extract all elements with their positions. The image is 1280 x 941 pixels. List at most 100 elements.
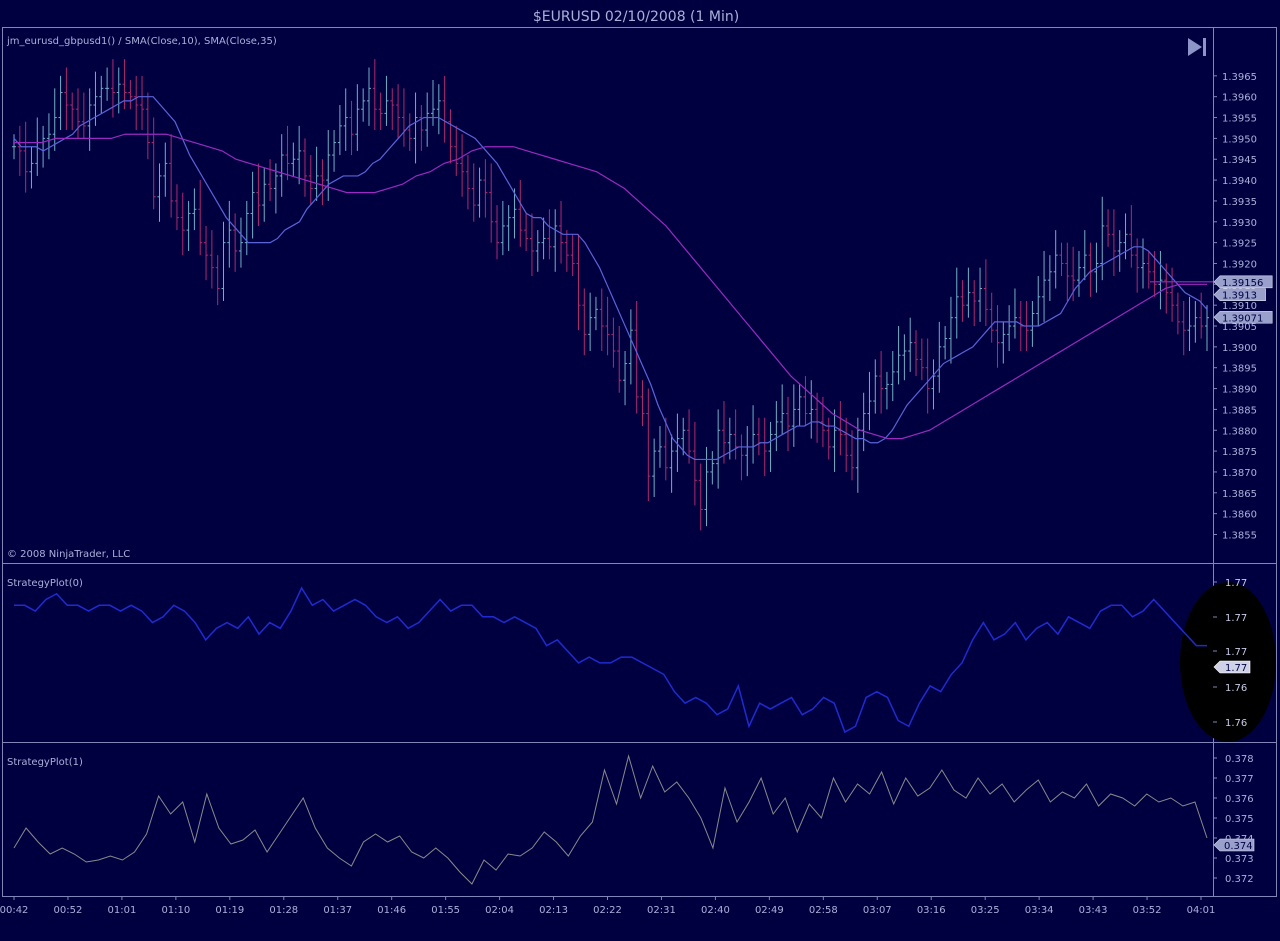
ohlc-bar — [576, 234, 581, 331]
ohlc-bar — [512, 188, 517, 239]
x-axis-label: 02:31 — [647, 905, 676, 916]
ohlc-bar — [169, 134, 174, 218]
ohlc-bar — [1047, 255, 1052, 301]
ohlc-bar — [675, 413, 680, 472]
ohlc-bar — [204, 225, 209, 281]
ohlc-bar — [332, 130, 337, 172]
ohlc-bar — [663, 417, 668, 481]
ohlc-bar — [593, 296, 598, 331]
ohlc-bar — [1158, 250, 1163, 310]
x-axis-label: 02:13 — [539, 905, 568, 916]
ohlc-bar — [803, 376, 808, 427]
ohlc-bar — [1140, 238, 1145, 289]
ohlc-bar — [58, 75, 63, 131]
ohlc-bar — [163, 142, 168, 197]
ohlc-bar — [774, 401, 779, 452]
ohlc-bar — [413, 92, 418, 164]
ohlc-bar — [768, 421, 773, 472]
price-axis-label: 1.3905 — [1222, 322, 1257, 333]
ohlc-bar — [320, 159, 325, 206]
ohlc-bar — [1111, 209, 1116, 276]
ohlc-bar — [611, 317, 616, 368]
ohlc-bar — [366, 67, 371, 126]
ohlc-bar — [361, 88, 366, 122]
ohlc-bar — [99, 75, 104, 114]
ohlc-bar — [1053, 230, 1058, 289]
x-axis-label: 00:42 — [0, 905, 28, 916]
ohlc-bar — [908, 317, 913, 372]
price-axis-label: 1.3945 — [1222, 155, 1257, 166]
ohlc-bar — [244, 200, 249, 256]
price-axis-label: 1.3865 — [1222, 489, 1257, 500]
ohlc-bar — [489, 163, 494, 243]
ohlc-bar — [1082, 230, 1087, 281]
price-axis-label: 1.3870 — [1222, 468, 1257, 479]
ohlc-bar — [1193, 301, 1198, 343]
ohlc-bar — [710, 451, 715, 485]
ohlc-bar — [326, 130, 331, 201]
ohlc-bar — [966, 267, 971, 318]
price-axis-label: 1.3925 — [1222, 239, 1257, 250]
ohlc-bar — [1076, 250, 1081, 297]
ohlc-bar — [198, 180, 203, 256]
x-axis-label: 02:22 — [593, 905, 622, 916]
ohlc-bar — [652, 438, 657, 497]
ohlc-bar — [157, 163, 162, 222]
ohlc-bar — [599, 288, 604, 352]
ohlc-bar — [1117, 230, 1122, 272]
ohlc-bar — [780, 384, 785, 435]
strategy1-last-label: 0.374 — [1224, 841, 1253, 852]
x-axis-label: 01:46 — [377, 905, 406, 916]
ohlc-bar — [989, 292, 994, 343]
price-axis-label: 1.3935 — [1222, 197, 1257, 208]
ohlc-bar — [716, 409, 721, 489]
x-axis-label: 01:01 — [107, 905, 136, 916]
ohlc-bar — [500, 200, 505, 256]
ohlc-bar — [268, 159, 273, 201]
ohlc-bar — [582, 288, 587, 356]
skip-to-end-icon[interactable] — [1188, 38, 1206, 56]
ohlc-bar — [640, 380, 645, 427]
ohlc-bar — [692, 421, 697, 506]
strategy0-panel-label: StrategyPlot(0) — [7, 578, 83, 589]
ohlc-bar — [902, 334, 907, 381]
price-axis-label: 1.3910 — [1222, 301, 1257, 312]
ohlc-bar — [1135, 238, 1140, 293]
strategy0-axis-label: 1.77 — [1225, 647, 1247, 658]
ohlc-bar — [1170, 267, 1175, 322]
ohlc-bar — [844, 417, 849, 472]
ohlc-bar — [884, 371, 889, 410]
last-value-badge — [1213, 288, 1266, 301]
ohlc-bar — [1100, 196, 1105, 281]
last-value-badge — [1213, 275, 1273, 289]
ohlc-bar — [809, 380, 814, 439]
ohlc-bar — [1146, 250, 1151, 289]
strategy1-axis-label: 0.375 — [1225, 814, 1254, 825]
ohlc-bar — [238, 217, 243, 268]
strategy0-last-label: 1.77 — [1225, 663, 1247, 674]
ohlc-bar — [151, 117, 156, 210]
ohlc-bar — [349, 100, 354, 156]
ohlc-bar — [1018, 301, 1023, 352]
ohlc-bar — [704, 446, 709, 527]
ohlc-bar — [733, 409, 738, 460]
ohlc-bar — [431, 80, 435, 126]
ohlc-bar — [262, 167, 267, 222]
ohlc-bar — [628, 309, 633, 385]
x-axis-label: 02:49 — [755, 905, 784, 916]
ohlc-bar — [23, 121, 28, 193]
ohlc-bar — [937, 321, 942, 393]
ohlc-bar — [314, 146, 319, 201]
ohlc-bar — [209, 230, 214, 289]
ohlc-bar — [279, 134, 284, 197]
ohlc-bar — [1042, 250, 1047, 322]
x-axis-label: 03:25 — [971, 905, 1000, 916]
ohlc-bar — [1036, 275, 1041, 327]
ohlc-bar — [372, 59, 377, 131]
ohlc-bar — [931, 359, 936, 410]
ohlc-bar — [215, 255, 220, 306]
strategy1-line — [13, 754, 1208, 885]
ohlc-bar — [948, 296, 953, 364]
